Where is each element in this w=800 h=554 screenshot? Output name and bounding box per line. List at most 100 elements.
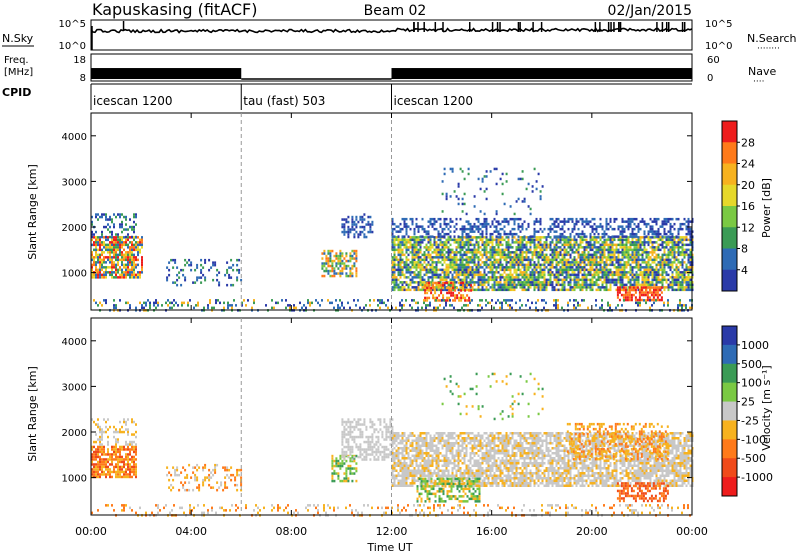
data-cell: [577, 271, 580, 274]
data-cell: [661, 241, 664, 244]
data-cell: [295, 306, 297, 310]
data-cell: [417, 301, 419, 305]
data-cell: [545, 253, 548, 257]
data-cell: [417, 261, 420, 264]
data-cell: [447, 248, 450, 252]
data-cell: [425, 236, 428, 239]
data-cell: [533, 220, 536, 223]
data-cell: [543, 278, 546, 282]
data-cell: [553, 286, 556, 289]
data-cell: [405, 288, 408, 292]
data-cell: [521, 288, 524, 292]
data-cell: [441, 268, 444, 272]
data-cell: [527, 281, 530, 284]
data-cell: [415, 222, 418, 226]
data-cell: [545, 283, 548, 287]
data-cell: [603, 251, 606, 254]
data-cell: [671, 266, 674, 269]
data-cell: [331, 267, 334, 270]
data-cell: [665, 236, 668, 239]
data-cell: [649, 227, 652, 231]
data-cell: [577, 227, 580, 231]
data-cell: [115, 246, 117, 249]
data-cell: [442, 286, 445, 290]
data-cell: [119, 246, 121, 249]
data-cell: [105, 425, 107, 429]
data-cell: [481, 180, 484, 183]
data-cell: [569, 276, 572, 279]
data-cell: [613, 251, 616, 254]
data-cell: [349, 257, 352, 260]
data-cell: [689, 266, 692, 269]
data-cell: [441, 288, 444, 292]
data-cell: [444, 281, 447, 285]
data-cell: [483, 253, 486, 257]
data-cell: [157, 304, 159, 307]
data-cell: [505, 268, 508, 272]
data-cell: [443, 299, 445, 302]
data-cell: [453, 268, 456, 272]
data-cell: [535, 230, 538, 233]
data-cell: [417, 263, 420, 267]
data-cell: [111, 458, 113, 461]
data-cell: [454, 294, 457, 297]
data-cell: [635, 301, 637, 305]
data-cell: [176, 266, 179, 269]
data-cell: [619, 271, 622, 274]
data-cell: [131, 263, 133, 267]
data-cell: [99, 246, 101, 249]
data-cell: [91, 266, 93, 269]
data-cell: [485, 170, 488, 173]
data-cell: [419, 256, 422, 259]
data-cell: [123, 445, 125, 449]
data-cell: [533, 238, 536, 242]
data-cell: [439, 232, 442, 236]
data-cell: [123, 258, 125, 262]
data-cell: [683, 251, 686, 254]
data-cell: [417, 281, 420, 284]
data-cell: [679, 227, 682, 231]
data-cell: [139, 251, 141, 254]
data-cell: [115, 263, 117, 267]
data-cell: [567, 236, 570, 239]
data-cell: [611, 238, 614, 242]
data-cell: [137, 251, 139, 254]
data-cell: [107, 256, 109, 259]
data-cell: [437, 230, 440, 233]
data-cell: [127, 465, 129, 469]
data-cell: [111, 455, 113, 459]
data-cell: [417, 288, 420, 292]
data-cell: [485, 281, 488, 284]
data-cell: [681, 281, 684, 284]
data-cell: [395, 243, 398, 247]
data-cell: [607, 251, 610, 254]
data-cell: [229, 304, 231, 307]
data-cell: [459, 268, 462, 272]
data-cell: [467, 220, 470, 223]
data-cell: [553, 235, 556, 238]
data-cell: [575, 278, 578, 282]
data-cell: [583, 299, 585, 302]
data-cell: [123, 248, 125, 252]
data-cell: [547, 243, 550, 247]
data-cell: [553, 253, 556, 257]
data-cell: [485, 261, 488, 264]
power-colorbar-label: Power [dB]: [760, 178, 773, 238]
data-cell: [415, 273, 418, 277]
data-cell: [549, 271, 552, 274]
data-cell: [575, 273, 578, 277]
data-cell: [621, 230, 624, 233]
data-cell: [501, 172, 504, 176]
data-cell: [446, 299, 449, 302]
data-cell: [627, 225, 630, 228]
data-cell: [433, 236, 436, 239]
data-cell: [593, 256, 596, 259]
data-cell: [627, 263, 630, 267]
data-cell: [435, 256, 438, 259]
data-cell: [495, 225, 498, 228]
data-cell: [591, 278, 594, 282]
data-cell: [421, 278, 424, 282]
data-cell: [513, 283, 516, 287]
data-cell: [505, 276, 508, 279]
data-cell: [646, 286, 649, 289]
